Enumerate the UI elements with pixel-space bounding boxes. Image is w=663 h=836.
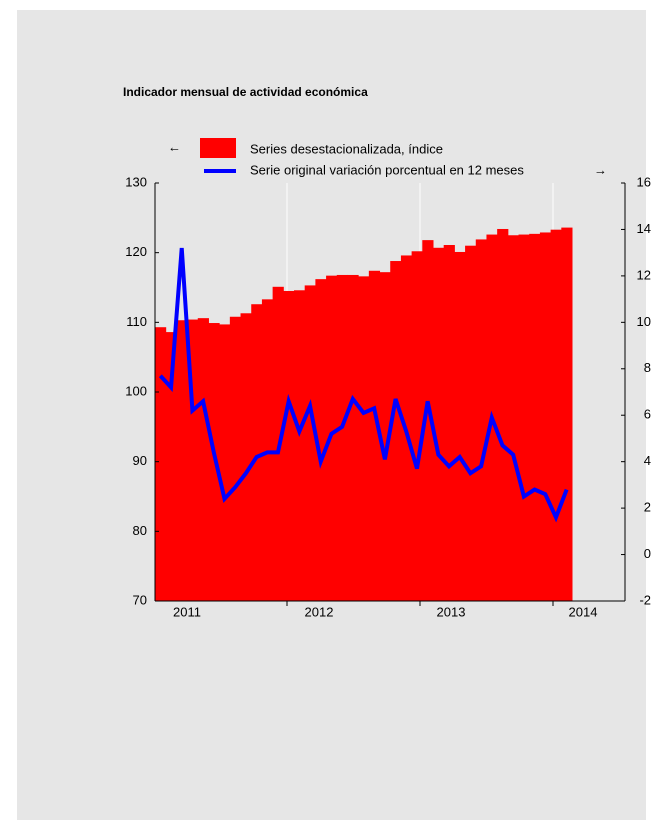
bar [197, 318, 209, 601]
bar [315, 279, 327, 601]
bar [433, 247, 445, 602]
y-tick-label: 110 [126, 314, 147, 329]
y2-tick-label: 2 [644, 500, 651, 515]
bar [347, 274, 359, 601]
bar [390, 261, 402, 601]
bar [336, 274, 348, 601]
y-tick-label: 100 [125, 383, 147, 398]
bar [465, 245, 477, 601]
bar [283, 290, 295, 601]
y-tick-label: 120 [125, 244, 147, 259]
y2-tick-label: 12 [637, 267, 651, 282]
y-tick-label: 90 [133, 453, 147, 468]
bar [550, 229, 562, 601]
bar [187, 319, 199, 601]
y2-tick-label: 16 [637, 174, 651, 189]
bar [165, 332, 177, 601]
bar [219, 324, 231, 601]
x-tick-label: 2013 [437, 604, 466, 619]
bar [443, 245, 455, 601]
bar [529, 233, 541, 601]
bar [176, 320, 188, 601]
bar [539, 232, 552, 602]
chart-title: Indicador mensual de actividad económica [123, 85, 368, 99]
bar [229, 316, 242, 601]
y2-tick-label: 10 [637, 314, 651, 329]
line-series [158, 247, 569, 523]
legend-swatch [200, 138, 236, 158]
legend-arrow: → [594, 162, 607, 177]
bar [507, 235, 520, 601]
y2-tick-label: 0 [644, 546, 651, 561]
x-tick-label: 2012 [305, 604, 334, 619]
y-tick-label: 70 [133, 592, 147, 607]
bar [518, 234, 530, 601]
y2-tick-label: -2 [639, 592, 651, 607]
bar [422, 240, 434, 602]
y2-tick-label: 8 [644, 360, 651, 375]
bar [358, 276, 370, 601]
bar [368, 270, 381, 601]
bar [261, 299, 274, 601]
bar [411, 251, 423, 602]
y2-tick-label: 14 [637, 221, 651, 236]
legend-label: Series desestacionalizada, índice [250, 141, 443, 156]
x-tick-label: 2011 [173, 604, 201, 619]
bar [304, 285, 316, 601]
bar [475, 239, 487, 601]
y-tick-label: 80 [133, 523, 147, 538]
legend-arrow: ← [168, 139, 181, 154]
bar [497, 228, 509, 602]
bar [454, 251, 466, 601]
y2-tick-label: 4 [644, 453, 651, 468]
bar [379, 272, 391, 601]
y-tick-label: 130 [125, 174, 147, 189]
bar [240, 313, 252, 601]
x-tick-label: 2014 [569, 604, 598, 619]
bar [294, 290, 306, 601]
legend-label: Serie original variación porcentual en 1… [250, 162, 524, 177]
bar [251, 304, 263, 601]
bar [155, 327, 167, 601]
y2-tick-label: 6 [644, 407, 651, 422]
bar [561, 227, 573, 601]
